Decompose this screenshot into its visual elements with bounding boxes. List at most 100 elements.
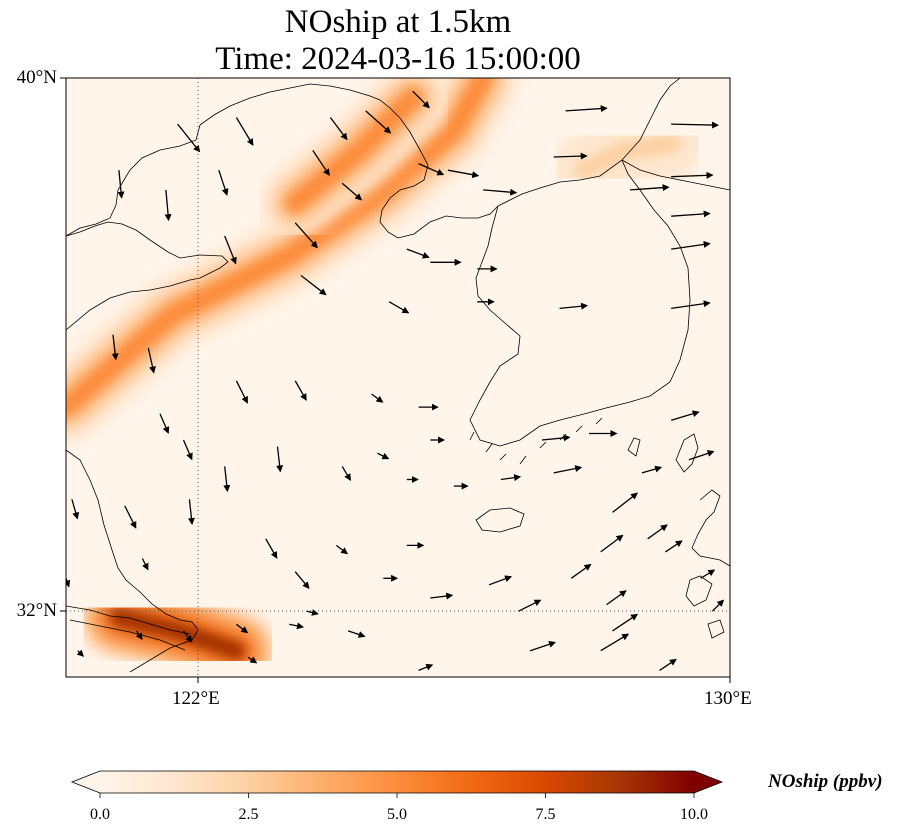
map-title: NOship at 1.5km	[284, 4, 512, 40]
plume-1-layer-2	[286, 88, 422, 213]
colorbar-tick-10: 10.0	[680, 806, 708, 823]
wind-vector	[124, 505, 137, 529]
korea-west-coastline	[497, 78, 681, 207]
wind-vector	[289, 622, 304, 630]
plume-2-layer-2	[109, 608, 246, 660]
wind-vector	[371, 393, 384, 403]
wind-vector	[711, 599, 725, 612]
wind-vector	[418, 163, 445, 176]
wind-vector	[141, 558, 149, 571]
colorbar-gradient	[100, 771, 694, 793]
wind-vector	[500, 474, 522, 482]
korea-peninsula-coastline	[469, 159, 691, 447]
wind-vector	[312, 150, 330, 177]
kyushu-coastline	[675, 433, 730, 567]
wind-vector	[223, 466, 231, 493]
wind-vector	[612, 492, 638, 513]
wind-vector	[688, 450, 715, 461]
wind-vector	[276, 446, 284, 473]
tsushima-island	[627, 437, 641, 457]
wind-vector	[518, 599, 542, 612]
wind-vector	[182, 630, 193, 643]
wind-vector	[600, 534, 624, 553]
wind-vector	[488, 575, 513, 586]
korea-islands	[469, 417, 603, 465]
wind-vector	[700, 569, 716, 579]
wind-vector	[300, 274, 327, 296]
wind-vector	[76, 649, 85, 657]
map-subtitle-time: Time: 2024-03-16 15:00:00	[215, 41, 581, 77]
plume-3-layer-2	[574, 134, 681, 180]
wind-vector	[247, 656, 258, 664]
wind-vector	[406, 248, 430, 259]
liaodong-coastline	[379, 117, 499, 239]
colorbar-extend-max	[694, 771, 722, 793]
colorbar-extend-min	[72, 771, 100, 793]
wind-vector	[235, 117, 254, 146]
colorbar-tick-7-5: 7.5	[535, 806, 556, 823]
concentration-field	[66, 78, 707, 677]
wind-vector	[612, 613, 639, 632]
colorbar-tick-0: 0.0	[90, 806, 110, 823]
axis-ticks	[60, 77, 731, 683]
wind-vector	[294, 222, 318, 249]
wind-vector	[600, 633, 630, 652]
wind-vector	[671, 210, 711, 218]
wind-vector	[341, 466, 351, 481]
wind-vector	[671, 240, 711, 250]
wind-vector	[218, 169, 229, 196]
wind-vector	[164, 189, 172, 222]
wind-vector	[235, 380, 248, 404]
kyushu-south	[685, 575, 725, 639]
wind-vector	[159, 413, 170, 434]
wind-vector	[483, 188, 518, 196]
lon-label-122E: 122°E	[172, 688, 220, 709]
wind-vector	[329, 117, 348, 141]
wind-vector	[147, 347, 156, 374]
wind-vector	[430, 592, 454, 600]
wind-vector	[335, 544, 349, 555]
wind-vector	[182, 439, 193, 461]
colorbar-tick-2-5: 2.5	[238, 806, 259, 823]
colorbar-tick-5: 5.0	[387, 806, 407, 823]
lat-label-32N: 32°N	[16, 600, 57, 621]
wind-vector	[265, 538, 278, 559]
korea-east-coastline	[621, 159, 730, 191]
wind-vector	[659, 658, 677, 671]
wind-vector	[306, 609, 319, 616]
plume-0-layer-2	[66, 78, 493, 417]
jeju-island	[475, 507, 525, 533]
wind-vector	[570, 563, 592, 579]
wind-vector	[347, 630, 366, 638]
wind-vector	[117, 170, 125, 199]
map-frame	[65, 77, 731, 678]
wind-vector	[377, 452, 390, 460]
wind-vector	[641, 465, 663, 474]
wind-vector	[671, 171, 714, 179]
wind-vector	[630, 184, 670, 192]
yangtze-estuary	[66, 605, 191, 651]
wind-vector	[553, 465, 583, 474]
colorbar-label: NOship (ppbv)	[768, 771, 883, 792]
wind-vector	[553, 152, 588, 160]
lat-label-40N: 40°N	[16, 67, 57, 88]
lon-label-130E: 130°E	[704, 688, 752, 709]
wind-vector	[294, 380, 307, 401]
wind-vector	[647, 524, 668, 540]
wind-vector	[412, 90, 430, 109]
wind-vector	[565, 105, 608, 113]
wind-vector	[529, 640, 556, 652]
shandong-coastline	[66, 221, 229, 331]
wind-vector	[671, 121, 719, 129]
map-plot-area	[66, 78, 730, 677]
wind-vector	[294, 571, 310, 589]
wind-vector	[418, 663, 434, 672]
wind-vector	[541, 434, 571, 442]
wind-vector	[177, 123, 201, 153]
bohai-coastline	[66, 83, 401, 237]
wind-vector	[671, 410, 700, 421]
wind-vector	[224, 235, 237, 265]
wind-vector	[135, 630, 143, 641]
wind-vector	[341, 182, 363, 201]
